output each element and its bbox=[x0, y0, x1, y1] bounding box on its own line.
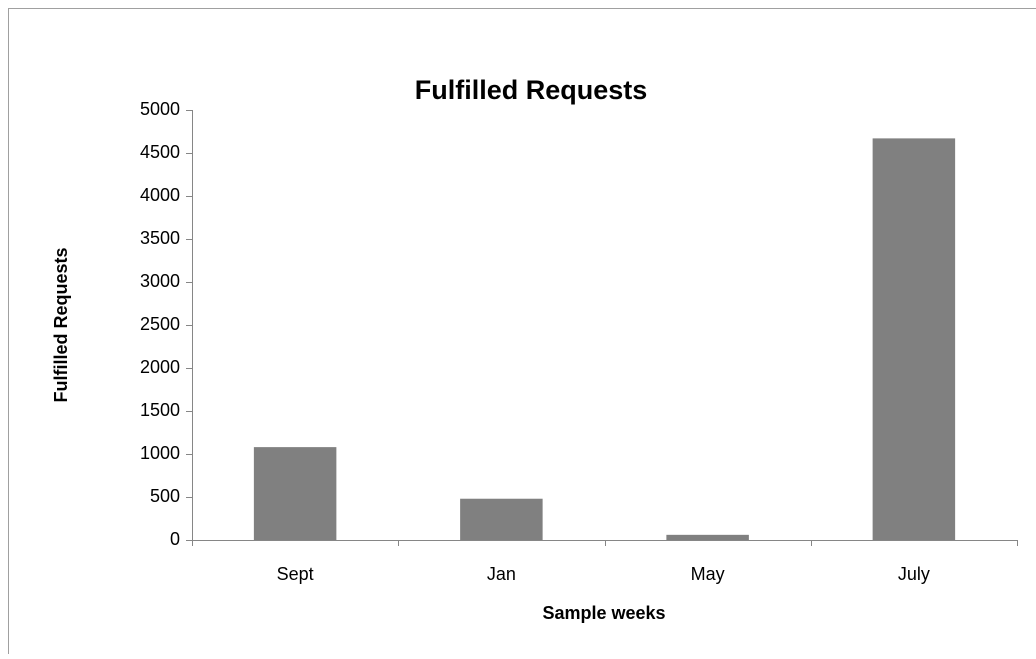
bar bbox=[460, 499, 543, 540]
x-tick-label: Sept bbox=[277, 564, 314, 584]
chart-title: Fulfilled Requests bbox=[415, 75, 648, 105]
y-tick-label: 1000 bbox=[140, 443, 180, 463]
bar bbox=[666, 535, 749, 540]
y-axis-label: Fulfilled Requests bbox=[51, 247, 71, 402]
bar bbox=[873, 138, 956, 540]
y-tick-label: 3500 bbox=[140, 228, 180, 248]
x-axis-label: Sample weeks bbox=[542, 603, 665, 623]
bar bbox=[254, 447, 337, 540]
x-tick-label: July bbox=[898, 564, 930, 584]
y-tick-label: 2000 bbox=[140, 357, 180, 377]
y-tick-label: 500 bbox=[150, 486, 180, 506]
y-tick-label: 4000 bbox=[140, 185, 180, 205]
x-tick-label: Jan bbox=[487, 564, 516, 584]
y-tick-label: 1500 bbox=[140, 400, 180, 420]
y-tick-label: 4500 bbox=[140, 142, 180, 162]
y-tick-label: 5000 bbox=[140, 99, 180, 119]
y-tick-label: 3000 bbox=[140, 271, 180, 291]
x-tick-label: May bbox=[691, 564, 725, 584]
y-tick-label: 2500 bbox=[140, 314, 180, 334]
y-tick-label: 0 bbox=[170, 529, 180, 549]
